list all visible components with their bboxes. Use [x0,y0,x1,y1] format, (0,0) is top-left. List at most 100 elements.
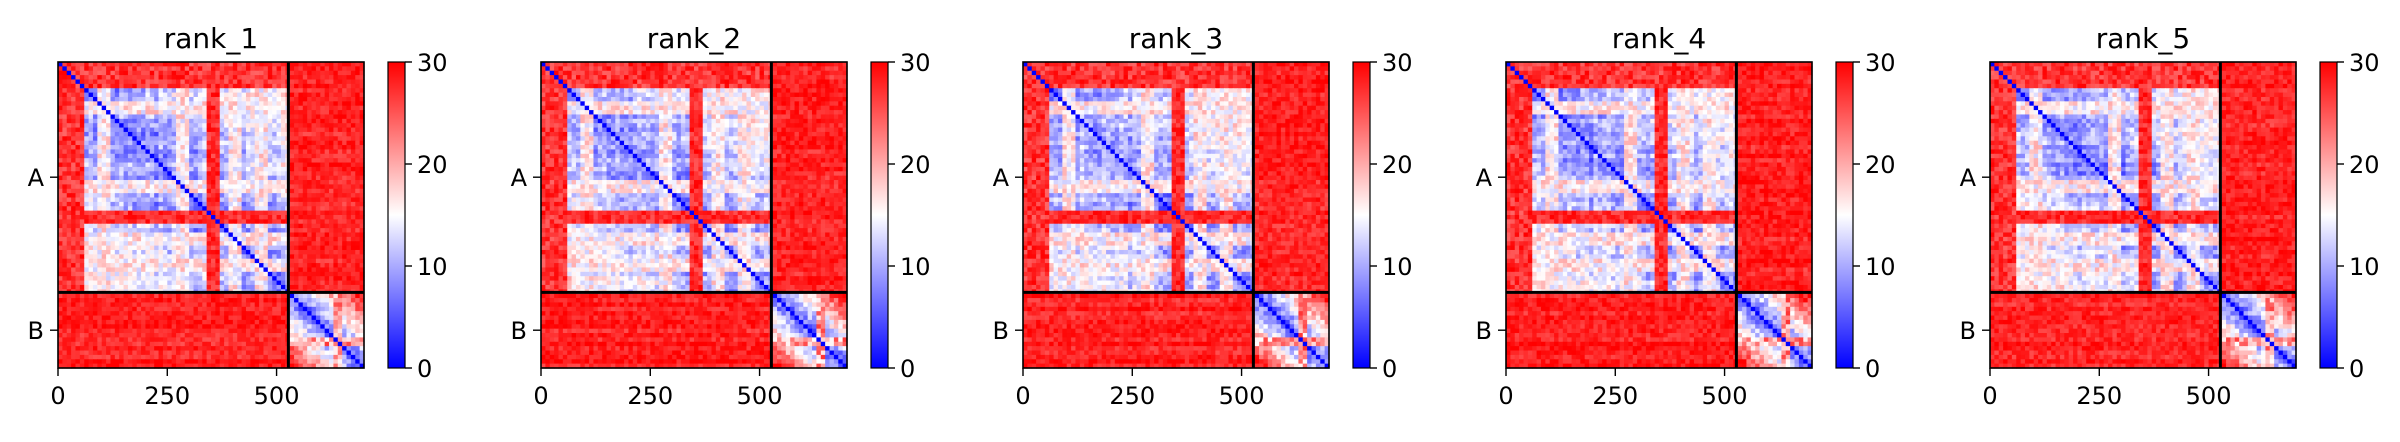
heatmap-cell [347,276,352,281]
heatmap-cell [176,351,181,356]
heatmap-cell [228,184,233,189]
heatmap-cell [298,267,303,272]
heatmap-cell [246,154,251,159]
heatmap-cell [215,79,220,84]
heatmap-cell [89,101,94,106]
heatmap-cell [137,193,142,198]
heatmap-cell [97,123,102,128]
heatmap-cell [298,337,303,342]
heatmap-cell [290,228,295,233]
heatmap-cell [329,359,334,364]
heatmap-cell [303,202,308,207]
heatmap-cell [71,324,76,329]
heatmap-cell [268,189,273,194]
heatmap-cell [154,337,159,342]
heatmap-cell [172,254,177,259]
heatmap-cell [119,298,124,303]
heatmap-cell [294,167,299,172]
heatmap-cell [237,88,242,93]
heatmap-cell [194,359,199,364]
heatmap-cell [128,145,133,150]
heatmap-cell [228,132,233,137]
heatmap-cell [237,163,242,168]
heatmap-cell [298,202,303,207]
heatmap-cell [159,132,164,137]
heatmap-cell [351,71,356,76]
heatmap-cell [141,198,146,203]
heatmap-cell [198,176,203,181]
heatmap-cell [189,163,194,168]
heatmap-cell [163,93,168,98]
heatmap-cell [141,123,146,128]
heatmap-cell [312,228,317,233]
heatmap-cell [194,84,199,89]
heatmap-cell [281,176,286,181]
heatmap-cell [67,241,72,246]
heatmap-cell [263,281,268,286]
heatmap-cell [71,66,76,71]
heatmap-cell [312,307,317,312]
heatmap-cell [211,176,216,181]
heatmap-cell [67,88,72,93]
heatmap-cell [115,84,120,89]
heatmap-cell [246,224,251,229]
heatmap-cell [154,333,159,338]
heatmap-cells [541,62,848,369]
heatmap-cell [75,307,80,312]
heatmap-cell [154,272,159,277]
chain-label: B [28,317,44,345]
heatmap-cell [189,149,194,154]
heatmap-cell [176,219,181,224]
heatmap-cell [342,184,347,189]
heatmap-cell [115,228,120,233]
heatmap-cell [250,355,255,360]
heatmap-cell [137,307,142,312]
heatmap-cell [342,276,347,281]
heatmap-cell [228,206,233,211]
heatmap-cell [137,272,142,277]
heatmap-cell [159,324,164,329]
heatmap-cell [211,123,216,128]
heatmap-cell [307,307,312,312]
heatmap-cell [115,250,120,255]
heatmap-cell [145,316,150,321]
heatmap-cell [145,351,150,356]
heatmap-cell [316,333,321,338]
heatmap-cell [325,263,330,268]
heatmap-cell [137,263,142,268]
heatmap-cell [242,66,247,71]
heatmap-cell [250,359,255,364]
heatmap-cell [141,342,146,347]
heatmap-cell [163,302,168,307]
heatmap-cell [141,302,146,307]
heatmap-cell [102,198,107,203]
heatmap-cell [128,346,133,351]
heatmap-cell [303,84,308,89]
heatmap-cell [167,180,172,185]
heatmap-cell [115,79,120,84]
heatmap-cell [290,267,295,272]
heatmap-cell [224,66,229,71]
heatmap-cell [250,333,255,338]
heatmap-cell [329,119,334,124]
heatmap-cell [268,93,273,98]
heatmap-cell [163,79,168,84]
heatmap-cell [263,237,268,242]
heatmap-cell [106,241,111,246]
heatmap-cell [115,324,120,329]
heatmap-cell [124,88,129,93]
heatmap-cell [329,167,334,172]
heatmap-cell [347,241,352,246]
heatmap-cell [176,250,181,255]
heatmap-cell [263,79,268,84]
heatmap-cell [272,106,277,111]
heatmap-cell [119,272,124,277]
heatmap-cell [277,311,282,316]
heatmap-cell [128,163,133,168]
heatmap-cell [268,119,273,124]
heatmap-cell [159,250,164,255]
heatmap-cell [320,215,325,220]
heatmap-cell [71,163,76,168]
heatmap-cell [242,114,247,119]
heatmap-cell [102,101,107,106]
